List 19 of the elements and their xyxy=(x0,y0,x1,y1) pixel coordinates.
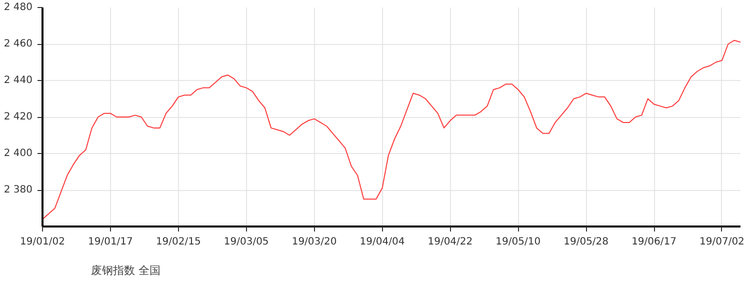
x-tick-label: 19/07/02 xyxy=(700,236,744,248)
line-series xyxy=(42,40,740,220)
y-tick-label: 2 460 xyxy=(4,38,33,50)
y-tick-label: 2 440 xyxy=(4,75,33,86)
y-tick-label: 2 480 xyxy=(4,2,33,13)
x-tick-label: 19/05/10 xyxy=(496,236,541,248)
x-tick-label: 19/04/04 xyxy=(360,236,405,248)
x-tick-label: 19/01/17 xyxy=(88,236,133,248)
x-tick-label: 19/02/15 xyxy=(156,236,201,248)
text: 废钢指数 全国 xyxy=(91,263,160,278)
x-tick-label: 19/03/05 xyxy=(224,236,269,248)
y-tick-label: 2 420 xyxy=(4,112,33,122)
x-tick-label: 19/04/22 xyxy=(428,236,473,248)
x-tick-label: 19/05/28 xyxy=(564,236,609,248)
x-tick-label: 19/01/02 xyxy=(20,236,65,248)
y-tick-label: 2 400 xyxy=(4,148,33,159)
y-tick-label: 2 380 xyxy=(4,184,33,196)
x-tick-label: 19/06/17 xyxy=(632,236,676,248)
x-tick-label: 19/03/20 xyxy=(292,236,337,248)
